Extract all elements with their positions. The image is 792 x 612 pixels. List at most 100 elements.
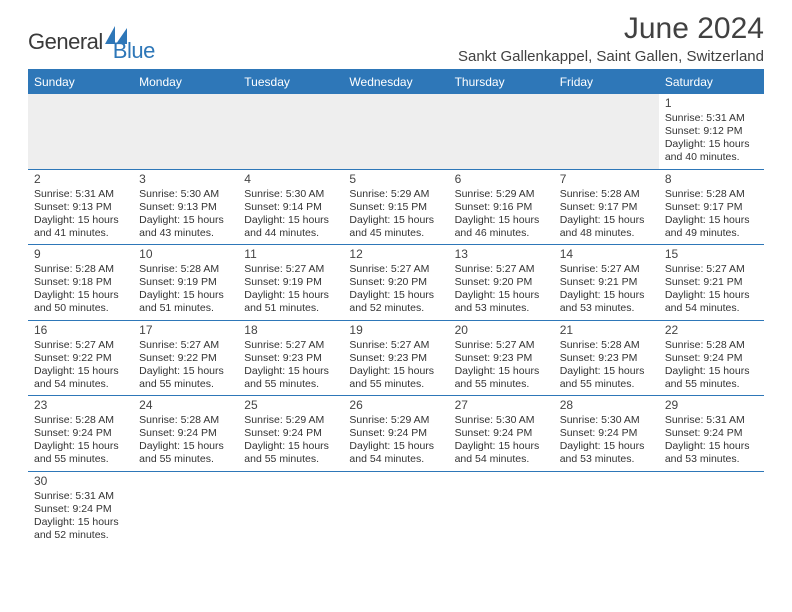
week-row: 2Sunrise: 5:31 AMSunset: 9:13 PMDaylight… <box>28 170 764 246</box>
day-details: Sunrise: 5:28 AMSunset: 9:24 PMDaylight:… <box>34 414 129 467</box>
day-number: 25 <box>244 398 339 413</box>
calendar-empty <box>554 472 659 547</box>
calendar-day: 17Sunrise: 5:27 AMSunset: 9:22 PMDayligh… <box>133 321 238 396</box>
calendar-empty <box>449 472 554 547</box>
day-details: Sunrise: 5:27 AMSunset: 9:23 PMDaylight:… <box>244 339 339 392</box>
day-details: Sunrise: 5:27 AMSunset: 9:20 PMDaylight:… <box>349 263 444 316</box>
day-number: 17 <box>139 323 234 338</box>
day-header: Saturday <box>659 71 764 94</box>
header: General Blue June 2024 Sankt Gallenkappe… <box>28 12 764 65</box>
calendar-empty <box>238 94 343 169</box>
day-details: Sunrise: 5:27 AMSunset: 9:23 PMDaylight:… <box>349 339 444 392</box>
day-details: Sunrise: 5:29 AMSunset: 9:15 PMDaylight:… <box>349 188 444 241</box>
day-number: 3 <box>139 172 234 187</box>
calendar-empty <box>343 94 448 169</box>
calendar-day: 7Sunrise: 5:28 AMSunset: 9:17 PMDaylight… <box>554 170 659 245</box>
calendar-day: 23Sunrise: 5:28 AMSunset: 9:24 PMDayligh… <box>28 396 133 471</box>
day-details: Sunrise: 5:27 AMSunset: 9:19 PMDaylight:… <box>244 263 339 316</box>
day-details: Sunrise: 5:30 AMSunset: 9:24 PMDaylight:… <box>455 414 550 467</box>
day-details: Sunrise: 5:27 AMSunset: 9:21 PMDaylight:… <box>560 263 655 316</box>
day-number: 24 <box>139 398 234 413</box>
calendar-empty <box>133 94 238 169</box>
calendar-day: 9Sunrise: 5:28 AMSunset: 9:18 PMDaylight… <box>28 245 133 320</box>
day-header: Tuesday <box>238 71 343 94</box>
calendar-day: 26Sunrise: 5:29 AMSunset: 9:24 PMDayligh… <box>343 396 448 471</box>
day-details: Sunrise: 5:27 AMSunset: 9:20 PMDaylight:… <box>455 263 550 316</box>
day-details: Sunrise: 5:28 AMSunset: 9:17 PMDaylight:… <box>560 188 655 241</box>
calendar-day: 6Sunrise: 5:29 AMSunset: 9:16 PMDaylight… <box>449 170 554 245</box>
calendar-day: 5Sunrise: 5:29 AMSunset: 9:15 PMDaylight… <box>343 170 448 245</box>
day-number: 18 <box>244 323 339 338</box>
calendar-day: 21Sunrise: 5:28 AMSunset: 9:23 PMDayligh… <box>554 321 659 396</box>
calendar-body: 1Sunrise: 5:31 AMSunset: 9:12 PMDaylight… <box>28 94 764 546</box>
month-title: June 2024 <box>458 12 764 46</box>
calendar-day: 13Sunrise: 5:27 AMSunset: 9:20 PMDayligh… <box>449 245 554 320</box>
day-details: Sunrise: 5:28 AMSunset: 9:17 PMDaylight:… <box>665 188 760 241</box>
week-row: 16Sunrise: 5:27 AMSunset: 9:22 PMDayligh… <box>28 321 764 397</box>
day-number: 19 <box>349 323 444 338</box>
day-details: Sunrise: 5:31 AMSunset: 9:24 PMDaylight:… <box>665 414 760 467</box>
day-number: 10 <box>139 247 234 262</box>
day-details: Sunrise: 5:29 AMSunset: 9:24 PMDaylight:… <box>244 414 339 467</box>
week-row: 1Sunrise: 5:31 AMSunset: 9:12 PMDaylight… <box>28 94 764 170</box>
day-details: Sunrise: 5:27 AMSunset: 9:22 PMDaylight:… <box>139 339 234 392</box>
day-number: 4 <box>244 172 339 187</box>
calendar-day: 4Sunrise: 5:30 AMSunset: 9:14 PMDaylight… <box>238 170 343 245</box>
calendar-day: 10Sunrise: 5:28 AMSunset: 9:19 PMDayligh… <box>133 245 238 320</box>
day-details: Sunrise: 5:31 AMSunset: 9:12 PMDaylight:… <box>665 112 760 165</box>
calendar-empty <box>28 94 133 169</box>
day-details: Sunrise: 5:27 AMSunset: 9:21 PMDaylight:… <box>665 263 760 316</box>
day-details: Sunrise: 5:30 AMSunset: 9:14 PMDaylight:… <box>244 188 339 241</box>
day-number: 14 <box>560 247 655 262</box>
calendar-empty <box>554 94 659 169</box>
calendar-empty <box>133 472 238 547</box>
calendar-day: 27Sunrise: 5:30 AMSunset: 9:24 PMDayligh… <box>449 396 554 471</box>
day-header: Thursday <box>449 71 554 94</box>
week-row: 9Sunrise: 5:28 AMSunset: 9:18 PMDaylight… <box>28 245 764 321</box>
calendar-day: 30Sunrise: 5:31 AMSunset: 9:24 PMDayligh… <box>28 472 133 547</box>
brand-word-2: Blue <box>113 38 155 64</box>
day-number: 11 <box>244 247 339 262</box>
week-row: 30Sunrise: 5:31 AMSunset: 9:24 PMDayligh… <box>28 472 764 547</box>
day-number: 27 <box>455 398 550 413</box>
day-details: Sunrise: 5:28 AMSunset: 9:19 PMDaylight:… <box>139 263 234 316</box>
calendar-day: 20Sunrise: 5:27 AMSunset: 9:23 PMDayligh… <box>449 321 554 396</box>
calendar-empty <box>659 472 764 547</box>
day-number: 26 <box>349 398 444 413</box>
day-number: 16 <box>34 323 129 338</box>
day-number: 15 <box>665 247 760 262</box>
day-number: 20 <box>455 323 550 338</box>
day-number: 28 <box>560 398 655 413</box>
day-header-row: SundayMondayTuesdayWednesdayThursdayFrid… <box>28 71 764 94</box>
day-details: Sunrise: 5:28 AMSunset: 9:18 PMDaylight:… <box>34 263 129 316</box>
day-number: 21 <box>560 323 655 338</box>
calendar-day: 1Sunrise: 5:31 AMSunset: 9:12 PMDaylight… <box>659 94 764 169</box>
title-block: June 2024 Sankt Gallenkappel, Saint Gall… <box>458 12 764 65</box>
day-number: 29 <box>665 398 760 413</box>
day-number: 2 <box>34 172 129 187</box>
calendar: SundayMondayTuesdayWednesdayThursdayFrid… <box>28 69 764 546</box>
day-number: 8 <box>665 172 760 187</box>
calendar-day: 29Sunrise: 5:31 AMSunset: 9:24 PMDayligh… <box>659 396 764 471</box>
calendar-day: 18Sunrise: 5:27 AMSunset: 9:23 PMDayligh… <box>238 321 343 396</box>
calendar-empty <box>343 472 448 547</box>
calendar-day: 22Sunrise: 5:28 AMSunset: 9:24 PMDayligh… <box>659 321 764 396</box>
calendar-day: 15Sunrise: 5:27 AMSunset: 9:21 PMDayligh… <box>659 245 764 320</box>
calendar-day: 2Sunrise: 5:31 AMSunset: 9:13 PMDaylight… <box>28 170 133 245</box>
calendar-empty <box>449 94 554 169</box>
week-row: 23Sunrise: 5:28 AMSunset: 9:24 PMDayligh… <box>28 396 764 472</box>
day-details: Sunrise: 5:27 AMSunset: 9:22 PMDaylight:… <box>34 339 129 392</box>
day-number: 30 <box>34 474 129 489</box>
day-number: 6 <box>455 172 550 187</box>
calendar-day: 3Sunrise: 5:30 AMSunset: 9:13 PMDaylight… <box>133 170 238 245</box>
calendar-day: 28Sunrise: 5:30 AMSunset: 9:24 PMDayligh… <box>554 396 659 471</box>
calendar-day: 11Sunrise: 5:27 AMSunset: 9:19 PMDayligh… <box>238 245 343 320</box>
calendar-day: 25Sunrise: 5:29 AMSunset: 9:24 PMDayligh… <box>238 396 343 471</box>
day-details: Sunrise: 5:28 AMSunset: 9:23 PMDaylight:… <box>560 339 655 392</box>
day-details: Sunrise: 5:31 AMSunset: 9:24 PMDaylight:… <box>34 490 129 543</box>
day-header: Monday <box>133 71 238 94</box>
calendar-day: 14Sunrise: 5:27 AMSunset: 9:21 PMDayligh… <box>554 245 659 320</box>
day-details: Sunrise: 5:28 AMSunset: 9:24 PMDaylight:… <box>665 339 760 392</box>
brand-word-1: General <box>28 29 103 55</box>
day-number: 12 <box>349 247 444 262</box>
